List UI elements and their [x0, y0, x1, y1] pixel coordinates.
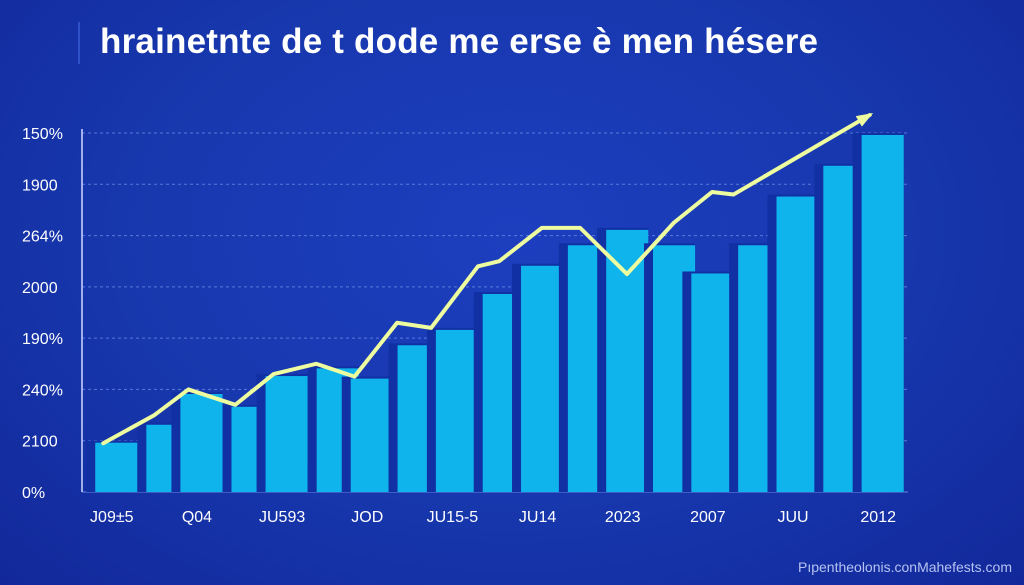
- bar: [776, 196, 819, 493]
- bar: [350, 378, 393, 492]
- y-tick-label: 0%: [22, 485, 45, 502]
- bar: [180, 393, 223, 492]
- y-tick-label: 2100: [22, 434, 58, 451]
- x-tick-label: 2023: [605, 509, 641, 526]
- bar: [606, 229, 649, 492]
- bar: [435, 329, 478, 492]
- y-tick-label: 2000: [22, 280, 58, 297]
- x-tick-label: JOD: [351, 509, 383, 526]
- bar: [265, 376, 308, 492]
- trend-line: [101, 113, 872, 446]
- bar: [95, 442, 138, 492]
- x-tick-label: JU15-5: [427, 509, 479, 526]
- bar: [521, 265, 564, 492]
- x-tick-label: Q04: [182, 509, 212, 526]
- x-tick-label: 2012: [860, 509, 896, 526]
- x-tick-label: JU593: [259, 509, 305, 526]
- y-tick-label: 150%: [22, 126, 63, 143]
- y-tick-label: 240%: [22, 382, 63, 399]
- trend-arrowhead: [855, 113, 874, 127]
- x-tick-label: 2007: [690, 509, 726, 526]
- bar: [691, 273, 734, 492]
- watermark: Pıpentheolonis.conMahefests.com: [797, 559, 1012, 575]
- y-tick-label: 190%: [22, 331, 63, 348]
- y-tick-label: 1900: [22, 177, 58, 194]
- title-accent-rule: [78, 22, 80, 64]
- bar: [861, 135, 904, 492]
- chart-title: hrainetnte de t dode me erse è men héser…: [100, 22, 819, 61]
- y-tick-label: 264%: [22, 229, 63, 246]
- x-tick-label: JU14: [519, 509, 556, 526]
- x-tick-label: J09±5: [90, 509, 134, 526]
- x-tick-label: JUU: [777, 509, 808, 526]
